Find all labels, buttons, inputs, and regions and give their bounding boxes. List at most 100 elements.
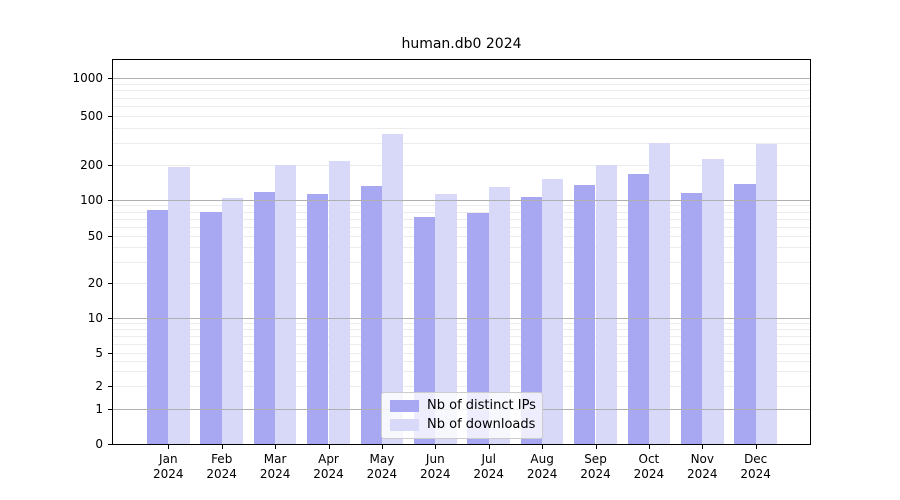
x-tick-month: Jan: [159, 452, 178, 466]
bar-downloads-mar: [275, 165, 297, 444]
y-axis-tick-label: 1: [95, 402, 103, 416]
y-axis-tick-label: 1000: [72, 71, 103, 86]
legend: Nb of distinct IPs Nb of downloads: [381, 392, 543, 439]
y-axis-tick-label: 2: [95, 379, 103, 393]
bar-distinct-ips-sep: [574, 185, 596, 444]
x-axis-tick-label: Jun 2024: [405, 452, 465, 482]
bar-downloads-may: [381, 133, 404, 444]
legend-item-distinct-ips: Nb of distinct IPs: [390, 399, 536, 413]
y-axis-tick-label: 0: [95, 437, 103, 451]
x-tick-year: 2024: [526, 467, 558, 481]
x-axis-tick-label: Jul 2024: [459, 452, 519, 482]
x-tick-mark: [275, 444, 277, 449]
legend-label-downloads: Nb of downloads: [427, 417, 536, 432]
y-axis-tick-label: 10: [87, 311, 103, 325]
x-tick-mark: [755, 444, 757, 449]
bar-distinct-ips-jun: [413, 217, 436, 444]
minor-gridline: [113, 329, 810, 331]
x-tick-mark: [648, 444, 650, 449]
minor-gridline: [113, 205, 810, 207]
minor-gridline: [113, 90, 810, 92]
x-tick-month: Mar: [263, 452, 287, 466]
x-tick-mark: [595, 444, 597, 449]
minor-gridline: [113, 83, 810, 85]
x-axis-tick-label: Aug 2024: [512, 452, 572, 482]
bar-downloads-feb: [221, 198, 244, 444]
x-tick-mark: [488, 444, 490, 449]
minor-gridline: [113, 361, 810, 363]
minor-gridline: [113, 211, 810, 213]
x-axis-tick-label: May 2024: [352, 452, 412, 482]
minor-gridline: [113, 218, 810, 220]
x-axis-tick-label: Mar 2024: [245, 452, 305, 482]
y-tick-mark: [108, 444, 113, 445]
minor-gridline: [113, 97, 810, 99]
x-tick-month: Sep: [584, 452, 607, 466]
x-tick-year: 2024: [580, 467, 611, 481]
x-tick-month: Feb: [211, 452, 233, 466]
minor-gridline: [113, 105, 810, 107]
x-tick-mark: [435, 444, 437, 449]
bar-downloads-apr: [328, 160, 350, 444]
plot-area: [113, 60, 810, 444]
minor-gridline: [113, 283, 810, 284]
x-tick-month: Apr: [318, 452, 339, 466]
minor-gridline: [113, 226, 810, 228]
bar-distinct-ips-feb: [200, 211, 222, 444]
minor-gridline: [113, 336, 810, 337]
y-tick-mark: [108, 164, 113, 166]
y-tick-mark: [108, 236, 113, 237]
x-tick-month: May: [369, 452, 395, 466]
minor-gridline: [113, 247, 810, 249]
x-tick-year: 2024: [633, 467, 665, 481]
bar-downloads-jun: [435, 194, 457, 444]
x-axis-tick-label: Feb 2024: [192, 452, 252, 482]
bar-downloads-dec: [755, 143, 778, 444]
major-gridline: [113, 200, 810, 201]
x-tick-year: 2024: [153, 467, 184, 481]
bar-distinct-ips-jul: [467, 212, 489, 444]
x-tick-year: 2024: [420, 467, 451, 481]
x-axis-tick-label: Dec 2024: [726, 452, 786, 482]
bar-downloads-jul: [488, 187, 511, 444]
x-tick-month: Jul: [481, 452, 496, 466]
minor-gridline: [113, 115, 810, 117]
y-axis-tick-label: 20: [87, 276, 103, 290]
bar-downloads-sep: [595, 165, 617, 444]
x-tick-mark: [542, 444, 544, 449]
y-tick-mark: [108, 318, 113, 319]
x-tick-mark: [381, 444, 383, 449]
x-tick-month: Aug: [530, 452, 554, 466]
x-axis-tick-label: Nov 2024: [672, 452, 732, 482]
major-gridline: [113, 78, 810, 80]
y-axis-tick-label: 50: [87, 229, 103, 243]
x-tick-month: Oct: [638, 452, 660, 466]
y-axis-tick-label: 200: [80, 157, 103, 172]
x-tick-month: Nov: [690, 452, 714, 466]
legend-swatch-downloads: [390, 419, 419, 431]
y-axis-tick-label: 5: [95, 346, 103, 360]
x-axis-tick-label: Apr 2024: [299, 452, 359, 482]
x-tick-year: 2024: [740, 467, 771, 481]
x-tick-year: 2024: [259, 467, 291, 481]
x-axis-tick-label: Sep 2024: [566, 452, 626, 482]
x-tick-mark: [168, 444, 170, 449]
bar-downloads-nov: [702, 159, 724, 444]
y-tick-mark: [108, 200, 113, 201]
legend-item-downloads: Nb of downloads: [390, 417, 536, 432]
chart-title: human.db0 2024: [401, 36, 522, 52]
y-tick-mark: [108, 409, 113, 410]
minor-gridline: [113, 343, 810, 345]
bar-downloads-jan: [168, 167, 190, 444]
minor-gridline: [113, 127, 810, 129]
bar-distinct-ips-dec: [734, 183, 756, 444]
y-tick-mark: [108, 115, 113, 117]
x-tick-year: 2024: [206, 467, 237, 481]
y-tick-mark: [108, 78, 113, 80]
x-axis-tick-label: Jan 2024: [138, 452, 198, 482]
x-tick-mark: [702, 444, 704, 449]
bar-distinct-ips-aug: [520, 197, 543, 444]
x-tick-month: Jun: [425, 452, 445, 466]
minor-gridline: [113, 236, 810, 237]
